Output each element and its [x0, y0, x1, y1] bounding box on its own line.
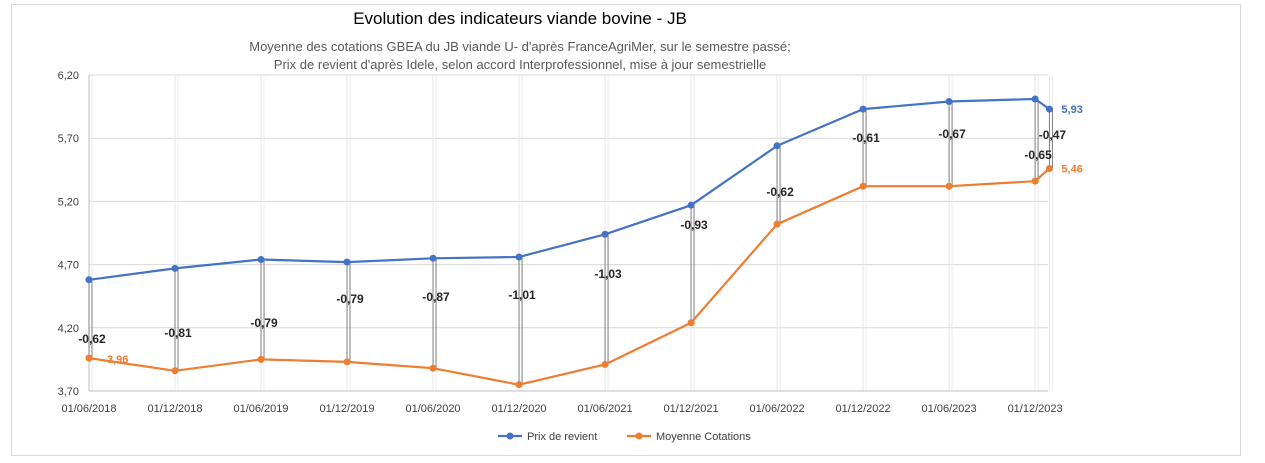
y-tick-label: 6,20 [58, 70, 79, 82]
point-moyenne-cotations [773, 220, 781, 228]
point-prix-de-revient [257, 256, 265, 264]
axes-layer: 3,70 4,20 4,70 5,20 5,70 6,20 01/06/2018 01/12/… [58, 70, 1063, 415]
end-label-moyenne-cotations: 5,46 [1061, 164, 1082, 176]
point-moyenne-cotations [429, 364, 437, 372]
x-tick-label: 01/12/2018 [147, 403, 202, 415]
point-moyenne-cotations [343, 358, 351, 366]
chart-frame [11, 4, 1241, 456]
difference-label: -0,81 [164, 326, 192, 340]
difference-label: -0,79 [336, 292, 364, 306]
x-tick-label: 01/06/2019 [233, 403, 288, 415]
chart-title: Evolution des indicateurs viande bovine … [353, 9, 687, 28]
point-prix-de-revient [687, 201, 695, 209]
difference-label: -1,03 [594, 267, 622, 281]
start-label-moyenne-cotations: 3,96 [107, 354, 128, 366]
x-tick-label: 01/06/2018 [61, 403, 116, 415]
x-tick-label: 01/06/2021 [578, 403, 633, 415]
x-tick-label: 01/06/2023 [922, 403, 977, 415]
point-moyenne-cotations [945, 182, 953, 190]
point-prix-de-revient [945, 98, 953, 106]
point-prix-de-revient [1045, 105, 1053, 113]
difference-label: -0,62 [766, 185, 794, 199]
series-line-prix-de-revient [88, 97, 1051, 281]
legend-item-prix-de-revient-marker [506, 432, 514, 440]
point-prix-de-revient [85, 276, 93, 284]
difference-label: -0,79 [250, 316, 278, 330]
point-moyenne-cotations [859, 182, 867, 190]
difference-label: -0,65 [1024, 148, 1052, 162]
point-moyenne-cotations [1031, 177, 1039, 185]
point-moyenne-cotations [171, 367, 179, 375]
x-tick-label: 01/06/2022 [750, 403, 805, 415]
point-prix-de-revient [171, 264, 179, 272]
end-label-prix-de-revient: 5,93 [1061, 104, 1082, 116]
x-tick-label: 01/12/2021 [664, 403, 719, 415]
point-prix-de-revient [859, 105, 867, 113]
legend-item-prix-de-revient-label: Prix de revient [527, 431, 597, 443]
legend[interactable]: Prix de revient Moyenne Cotations [498, 431, 751, 443]
y-tick-label: 5,70 [58, 133, 79, 145]
difference-label: -1,01 [508, 288, 536, 302]
y-tick-label: 4,20 [58, 323, 79, 335]
point-moyenne-cotations [85, 354, 93, 362]
grid-layer [88, 74, 1053, 392]
point-prix-de-revient [515, 253, 523, 261]
legend-item-moyenne-cotations-marker [635, 432, 643, 440]
difference-label: -0,61 [852, 131, 880, 145]
y-tick-label: 3,70 [58, 386, 79, 398]
x-tick-label: 01/12/2023 [1008, 403, 1063, 415]
difference-label: -0,62 [78, 332, 106, 346]
point-prix-de-revient [773, 142, 781, 150]
difference-label: -0,93 [680, 218, 708, 232]
x-tick-label: 01/06/2020 [406, 403, 461, 415]
point-prix-de-revient [343, 258, 351, 266]
point-prix-de-revient [1031, 95, 1039, 103]
y-tick-label: 5,20 [58, 196, 79, 208]
label-layer: -0,62 -0,81 -0,79 -0,79 -0,87 -1,01 -1,03 -0,93… [78, 104, 1083, 366]
point-prix-de-revient [429, 254, 437, 262]
y-tick-label: 4,70 [58, 260, 79, 272]
x-tick-label: 01/12/2022 [836, 403, 891, 415]
x-tick-label: 01/12/2019 [319, 403, 374, 415]
difference-label: -0,47 [1039, 128, 1067, 142]
point-moyenne-cotations [601, 360, 609, 368]
point-moyenne-cotations [687, 319, 695, 327]
difference-label: -0,87 [422, 290, 450, 304]
difference-label: -0,67 [938, 127, 966, 141]
chart-subtitle-line-2: Prix de revient d'après Idele, selon acc… [273, 57, 767, 72]
series-layer [85, 95, 1053, 389]
point-prix-de-revient [601, 230, 609, 238]
connector-layer [88, 99, 1053, 385]
point-moyenne-cotations [1045, 165, 1053, 173]
chart-subtitle-line-1: Moyenne des cotations GBEA du JB viande … [249, 39, 791, 54]
point-moyenne-cotations [515, 381, 523, 389]
legend-item-moyenne-cotations-label: Moyenne Cotations [656, 431, 751, 443]
point-moyenne-cotations [257, 355, 265, 363]
x-tick-label: 01/12/2020 [492, 403, 547, 415]
